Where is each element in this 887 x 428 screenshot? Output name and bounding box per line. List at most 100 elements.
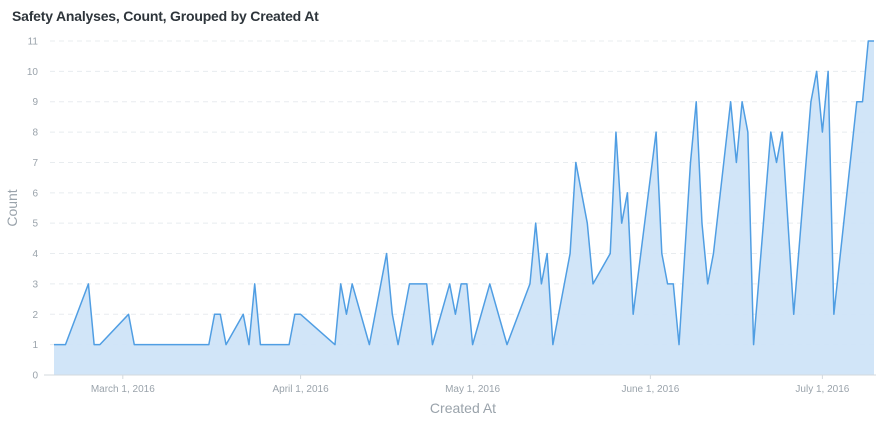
data-point[interactable]: [740, 99, 745, 104]
data-point[interactable]: [292, 312, 297, 317]
data-point[interactable]: [705, 281, 710, 286]
data-point[interactable]: [831, 312, 836, 317]
x-tick-label: April 1, 2016: [272, 384, 329, 395]
x-axis-title: Created At: [430, 400, 496, 416]
y-tick-label: 0: [32, 371, 38, 382]
data-point[interactable]: [585, 221, 590, 226]
data-point[interactable]: [464, 281, 469, 286]
data-point[interactable]: [665, 281, 670, 286]
data-point[interactable]: [866, 39, 871, 44]
data-point[interactable]: [63, 342, 68, 347]
data-point[interactable]: [659, 251, 664, 256]
data-point[interactable]: [872, 39, 877, 44]
data-point[interactable]: [608, 251, 613, 256]
y-tick-label: 6: [32, 188, 38, 199]
data-point[interactable]: [384, 251, 389, 256]
chart-title: Safety Analyses, Count, Grouped by Creat…: [12, 8, 319, 24]
data-point[interactable]: [573, 160, 578, 165]
data-point[interactable]: [505, 342, 510, 347]
data-point[interactable]: [826, 69, 831, 74]
data-point[interactable]: [619, 221, 624, 226]
data-point[interactable]: [728, 99, 733, 104]
data-point[interactable]: [814, 69, 819, 74]
y-tick-label: 5: [32, 219, 38, 230]
data-point[interactable]: [591, 281, 596, 286]
data-point[interactable]: [487, 281, 492, 286]
data-point[interactable]: [92, 342, 97, 347]
data-point[interactable]: [430, 342, 435, 347]
data-point[interactable]: [332, 342, 337, 347]
x-tick-label: July 1, 2016: [795, 384, 849, 395]
data-point[interactable]: [699, 221, 704, 226]
data-point[interactable]: [694, 99, 699, 104]
data-point[interactable]: [734, 160, 739, 165]
series-line[interactable]: [52, 39, 877, 348]
series-line-path[interactable]: [54, 40, 874, 346]
data-point[interactable]: [745, 130, 750, 135]
y-tick-labels: 0 1 2 3 4 5 6 7 8 9 10 11: [27, 37, 39, 382]
data-point[interactable]: [711, 251, 716, 256]
data-point[interactable]: [252, 281, 257, 286]
y-tick-label: 10: [27, 67, 39, 78]
data-point[interactable]: [774, 160, 779, 165]
data-point[interactable]: [287, 342, 292, 347]
data-point[interactable]: [447, 281, 452, 286]
data-point[interactable]: [654, 130, 659, 135]
data-point[interactable]: [550, 342, 555, 347]
data-point[interactable]: [97, 342, 102, 347]
data-point[interactable]: [539, 281, 544, 286]
y-tick-label: 11: [28, 37, 39, 48]
data-point[interactable]: [126, 312, 131, 317]
data-point[interactable]: [246, 342, 251, 347]
data-point[interactable]: [407, 281, 412, 286]
data-point[interactable]: [625, 190, 630, 195]
data-point[interactable]: [688, 160, 693, 165]
y-axis-title: Count: [4, 189, 20, 226]
data-point[interactable]: [533, 221, 538, 226]
y-tick-label: 9: [32, 97, 38, 108]
data-point[interactable]: [568, 251, 573, 256]
data-point[interactable]: [527, 281, 532, 286]
y-tick-label: 4: [32, 249, 38, 260]
data-point[interactable]: [212, 312, 217, 317]
y-tick-label: 2: [32, 310, 38, 321]
data-point[interactable]: [338, 281, 343, 286]
series-area: [54, 41, 874, 375]
data-point[interactable]: [218, 312, 223, 317]
axes: [44, 374, 876, 379]
data-point[interactable]: [459, 281, 464, 286]
data-point[interactable]: [206, 342, 211, 347]
data-point[interactable]: [854, 99, 859, 104]
data-point[interactable]: [751, 342, 756, 347]
data-point[interactable]: [396, 342, 401, 347]
data-point[interactable]: [671, 281, 676, 286]
data-point[interactable]: [677, 342, 682, 347]
data-point[interactable]: [241, 312, 246, 317]
data-point[interactable]: [780, 130, 785, 135]
data-point[interactable]: [224, 342, 229, 347]
data-point[interactable]: [808, 99, 813, 104]
data-point[interactable]: [470, 342, 475, 347]
data-point[interactable]: [52, 342, 57, 347]
data-point[interactable]: [631, 312, 636, 317]
data-point[interactable]: [768, 130, 773, 135]
data-point[interactable]: [545, 251, 550, 256]
data-point[interactable]: [298, 312, 303, 317]
data-point[interactable]: [132, 342, 137, 347]
data-point[interactable]: [86, 281, 91, 286]
x-tick-label: May 1, 2016: [445, 384, 500, 395]
data-point[interactable]: [350, 281, 355, 286]
data-point[interactable]: [613, 130, 618, 135]
data-point[interactable]: [258, 342, 263, 347]
y-tick-label: 3: [32, 279, 38, 290]
data-point[interactable]: [390, 312, 395, 317]
data-point[interactable]: [344, 312, 349, 317]
data-point[interactable]: [453, 312, 458, 317]
data-point[interactable]: [820, 130, 825, 135]
data-point[interactable]: [424, 281, 429, 286]
data-point[interactable]: [367, 342, 372, 347]
data-point[interactable]: [860, 99, 865, 104]
data-point[interactable]: [791, 312, 796, 317]
